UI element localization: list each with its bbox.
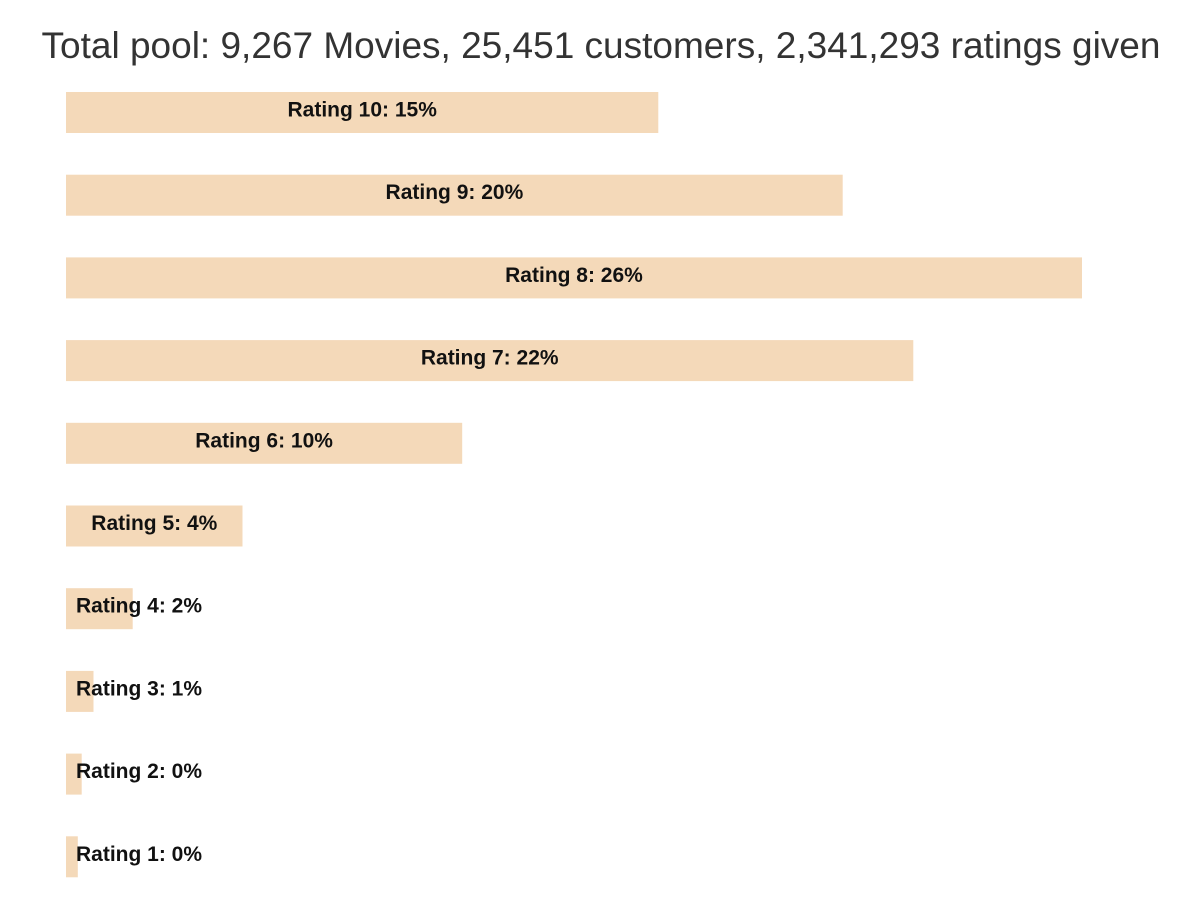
- bar-rating-7: [66, 340, 914, 382]
- bar-rating-2: [66, 753, 82, 795]
- bar-label-rating-4: Rating 4: 2%: [76, 595, 202, 618]
- bar-rating-8: [66, 257, 1082, 299]
- bar-label-rating-8: Rating 8: 26%: [505, 264, 643, 287]
- bar-rating-10: [66, 92, 659, 133]
- bar-label-rating-1: Rating 1: 0%: [76, 843, 202, 866]
- bar-rating-9: [66, 174, 843, 216]
- bars-layer: [66, 92, 1082, 878]
- bar-label-rating-5: Rating 5: 4%: [91, 512, 217, 535]
- bar-label-rating-3: Rating 3: 1%: [76, 677, 202, 700]
- labels-layer: Rating 10: 15% Rating 9: 20% Rating 8: 26%…: [76, 99, 643, 866]
- bar-label-rating-7: Rating 7: 22%: [421, 347, 559, 370]
- bar-label-rating-10: Rating 10: 15%: [288, 99, 438, 122]
- bar-rating-4: [66, 588, 133, 630]
- bar-label-rating-2: Rating 2: 0%: [76, 760, 202, 783]
- bar-rating-5: [66, 505, 243, 547]
- bar-rating-6: [66, 422, 463, 464]
- bar-label-rating-9: Rating 9: 20%: [386, 181, 524, 204]
- bar-label-rating-6: Rating 6: 10%: [195, 429, 333, 452]
- chart-title: Total pool: 9,267 Movies, 25,451 custome…: [41, 25, 1161, 66]
- bar-rating-1: [66, 836, 78, 878]
- bar-rating-3: [66, 670, 94, 712]
